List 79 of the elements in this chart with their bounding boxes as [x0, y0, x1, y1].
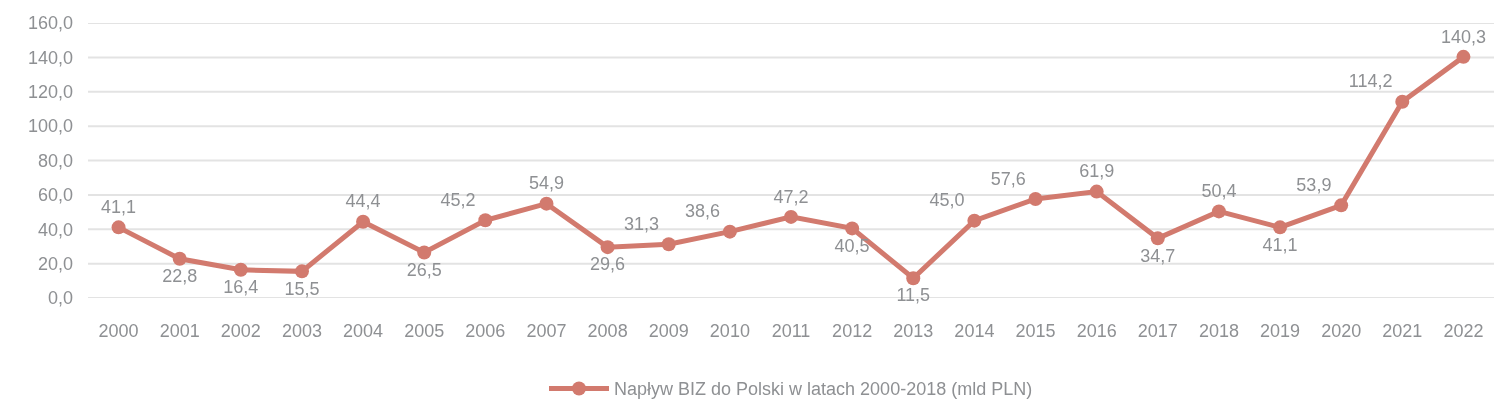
- data-label: 114,2: [1348, 71, 1393, 92]
- x-tick-label: 2018: [1198, 321, 1239, 341]
- x-tick-label: 2022: [1443, 321, 1484, 341]
- data-label: 54,9: [528, 173, 564, 194]
- y-tick-label: 20,0: [37, 253, 73, 274]
- data-label: 41,1: [101, 197, 137, 218]
- data-label: 11,5: [896, 285, 931, 306]
- y-tick-label: 60,0: [37, 185, 73, 206]
- data-label: 16,4: [223, 277, 259, 298]
- point: [1273, 220, 1288, 235]
- data-label: 140,3: [1440, 26, 1486, 47]
- point: [1456, 49, 1471, 64]
- y-tick-label: 100,0: [27, 116, 73, 137]
- x-tick-label: 2001: [159, 321, 200, 341]
- point: [1028, 192, 1043, 206]
- data-label: 22,8: [162, 266, 198, 287]
- x-tick-label: 2013: [893, 321, 934, 341]
- data-label: 31,3: [623, 213, 659, 234]
- point: [417, 245, 432, 260]
- y-tick-label: 0,0: [47, 288, 73, 309]
- x-tick-label: 2002: [220, 321, 261, 341]
- data-label: 47,2: [773, 186, 809, 207]
- x-tick-label: 2005: [404, 321, 445, 341]
- x-tick-label: 2000: [98, 321, 139, 341]
- point: [784, 209, 798, 224]
- point: [722, 224, 737, 239]
- point: [172, 251, 187, 266]
- data-label: 61,9: [1079, 161, 1115, 182]
- data-label: 57,6: [990, 168, 1026, 189]
- point: [233, 262, 248, 277]
- point: [661, 237, 676, 252]
- point: [906, 271, 921, 286]
- data-label: 45,2: [440, 190, 476, 211]
- x-tick-label: 2006: [465, 321, 506, 341]
- x-tick-label: 2003: [281, 321, 322, 341]
- x-tick-label: 2008: [587, 321, 628, 341]
- data-label: 29,6: [590, 254, 626, 275]
- point: [1334, 198, 1349, 213]
- data-label: 34,7: [1140, 245, 1176, 266]
- point: [111, 220, 126, 235]
- point: [1395, 94, 1410, 109]
- point: [1150, 231, 1165, 246]
- data-label: 38,6: [685, 201, 721, 222]
- x-tick-label: 2016: [1076, 321, 1117, 341]
- x-tick-label: 2011: [771, 321, 811, 341]
- x-tick-label: 2007: [526, 321, 567, 341]
- legend-label: Napływ BIZ do Polski w latach 2000-2018 (mld PLN): [614, 379, 1033, 400]
- point: [967, 213, 982, 228]
- data-label: 45,0: [929, 190, 965, 211]
- y-tick-label: 80,0: [37, 150, 73, 171]
- point: [1211, 204, 1226, 219]
- x-tick-label: 2004: [343, 321, 384, 341]
- point: [294, 264, 309, 279]
- data-label: 50,4: [1201, 181, 1237, 202]
- x-tick-label: 2019: [1260, 321, 1301, 341]
- x-tick-label: 2015: [1015, 321, 1056, 341]
- y-tick-label: 160,0: [27, 13, 73, 34]
- x-tick-label: 2021: [1382, 321, 1423, 341]
- x-tick-label: 2012: [832, 321, 873, 341]
- data-label: 53,9: [1296, 175, 1332, 196]
- x-tick-label: 2020: [1321, 321, 1362, 341]
- y-tick-label: 140,0: [27, 47, 73, 68]
- y-tick-label: 40,0: [37, 219, 73, 240]
- x-tick-label: 2017: [1137, 321, 1178, 341]
- point: [1089, 184, 1104, 199]
- point: [845, 221, 860, 236]
- x-tick-label: 2009: [648, 321, 689, 341]
- point: [478, 213, 493, 228]
- x-tick-label: 2010: [709, 321, 750, 341]
- point: [356, 214, 371, 229]
- point: [600, 240, 615, 255]
- point: [539, 196, 554, 211]
- data-label: 40,5: [834, 235, 870, 256]
- data-label: 26,5: [406, 259, 442, 280]
- data-label: 15,5: [284, 278, 320, 299]
- y-tick-label: 120,0: [27, 82, 73, 103]
- data-label: 44,4: [345, 191, 381, 212]
- x-tick-label: 2014: [954, 321, 995, 341]
- data-label: 41,1: [1262, 234, 1298, 255]
